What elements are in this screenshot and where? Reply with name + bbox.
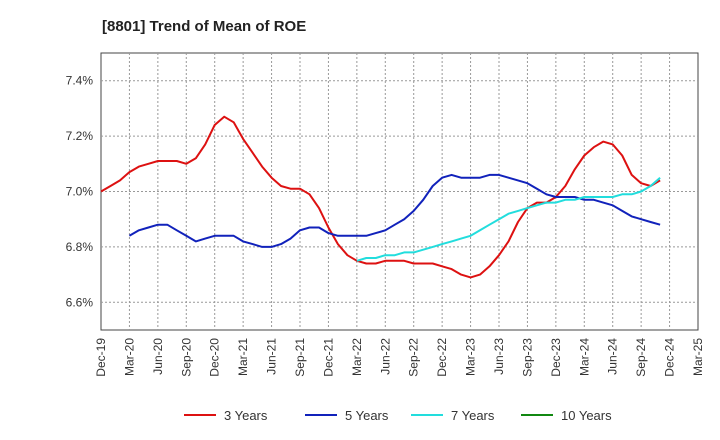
grid (101, 53, 698, 330)
x-tick-label: Sep-22 (407, 338, 421, 377)
y-tick-label: 7.0% (66, 185, 94, 199)
x-tick-label: Sep-23 (520, 338, 534, 377)
legend: 3 Years 5 Years 7 Years 10 Years (184, 408, 612, 423)
series-lines (100, 115, 661, 279)
x-tick-label: Jun-23 (492, 338, 506, 375)
series-line-3-years (100, 115, 661, 279)
y-tick-label: 6.8% (66, 240, 94, 254)
y-axis: 6.6% 6.8% 7.0% 7.2% 7.4% (66, 74, 94, 310)
series-line-5-years (128, 173, 661, 248)
legend-label: 3 Years (224, 408, 268, 423)
x-tick-label: Jun-24 (606, 338, 620, 375)
x-tick-label: Mar-22 (350, 338, 364, 376)
x-tick-label: Sep-21 (293, 338, 307, 377)
legend-label: 7 Years (451, 408, 495, 423)
x-tick-label: Dec-23 (549, 338, 563, 377)
legend-label: 5 Years (345, 408, 389, 423)
x-tick-label: Mar-20 (122, 338, 136, 376)
x-tick-label: Sep-24 (634, 338, 648, 377)
x-tick-label: Jun-22 (378, 338, 392, 375)
y-tick-label: 7.4% (66, 74, 94, 88)
x-tick-label: Dec-20 (208, 338, 222, 377)
chart-title: [8801] Trend of Mean of ROE (102, 18, 306, 35)
x-tick-label: Sep-20 (179, 338, 193, 377)
x-tick-label: Mar-21 (236, 338, 250, 376)
x-tick-label: Dec-24 (663, 338, 677, 377)
x-tick-label: Mar-25 (691, 338, 705, 376)
x-tick-label: Dec-22 (435, 338, 449, 377)
y-tick-label: 7.2% (66, 129, 94, 143)
legend-label: 10 Years (561, 408, 612, 423)
series-line-7-years (356, 176, 661, 262)
x-axis: Dec-19 Mar-20 Jun-20 Sep-20 Dec-20 Mar-21 Jun-… (94, 338, 705, 377)
x-tick-label: Dec-19 (94, 338, 108, 377)
x-tick-label: Mar-23 (464, 338, 478, 376)
x-tick-label: Dec-21 (321, 338, 335, 377)
x-tick-label: Mar-24 (577, 338, 591, 376)
x-tick-label: Jun-20 (151, 338, 165, 375)
x-tick-label: Jun-21 (265, 338, 279, 375)
y-tick-label: 6.6% (66, 295, 94, 309)
